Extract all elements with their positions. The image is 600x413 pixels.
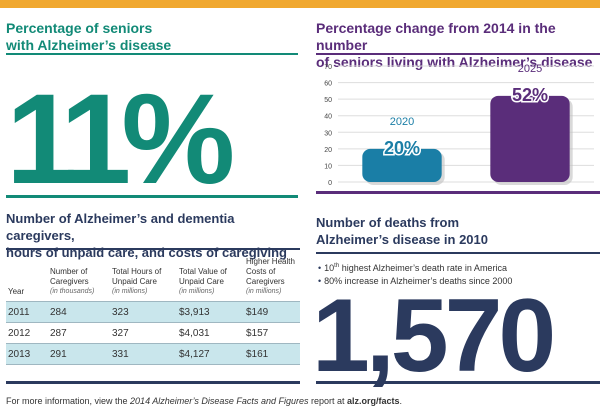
table-cell: $4,127 xyxy=(177,343,244,365)
table-cell: 2013 xyxy=(6,343,48,365)
deaths-count-value: 1,570 xyxy=(312,278,556,394)
table-cell: $157 xyxy=(244,322,300,344)
bar-chart: 0 10 20 30 40 50 60 70 2020 20% 2025 52% xyxy=(324,63,594,187)
seniors-title-line2: with Alzheimer’s disease xyxy=(6,37,172,53)
table-cell: 327 xyxy=(110,322,177,344)
table-cell: $4,031 xyxy=(177,322,244,344)
column-header: Total Value of Unpaid Care (in millions) xyxy=(179,267,227,295)
data-label: 20% xyxy=(384,138,420,158)
table-cell: 331 xyxy=(110,343,177,365)
top-accent-bar xyxy=(0,0,600,8)
table-cell: 287 xyxy=(48,322,110,344)
table-cell: $161 xyxy=(244,343,300,365)
list-item: • 80% increase in Alzheimer’s deaths sinc… xyxy=(318,276,513,286)
column-header: Total Hours of Unpaid Care (in millions) xyxy=(112,267,162,295)
divider xyxy=(6,195,298,198)
facts-link[interactable]: alz.org/facts xyxy=(347,396,400,406)
table-cell: $3,913 xyxy=(177,301,244,323)
y-tick-label: 20 xyxy=(324,147,332,154)
category-label: 2020 xyxy=(390,116,414,128)
seniors-percentage-value: 11% xyxy=(6,68,235,211)
divider xyxy=(316,191,600,194)
y-tick-label: 50 xyxy=(324,97,332,104)
divider xyxy=(6,381,300,384)
table-cell: 2012 xyxy=(6,322,48,344)
divider xyxy=(6,53,298,55)
table-row: 2011 284 323 $3,913 $149 xyxy=(6,301,300,323)
y-tick-label: 70 xyxy=(324,64,332,71)
deaths-panel: Number of deaths from Alzheimer’s diseas… xyxy=(312,210,600,388)
deaths-title-line2: Alzheimer’s disease in 2010 xyxy=(316,232,488,247)
deaths-facts-list: • 10th highest Alzheimer’s death rate in … xyxy=(318,260,512,288)
y-tick-label: 40 xyxy=(324,114,332,121)
seniors-title: Percentage of seniors with Alzheimer’s d… xyxy=(6,8,298,54)
caregivers-table: Year Number of Caregivers (in thousands) … xyxy=(6,257,300,365)
bullet-icon: • xyxy=(318,263,322,273)
table-row: 2013 291 331 $4,127 $161 xyxy=(6,343,300,365)
seniors-title-line1: Percentage of seniors xyxy=(6,20,153,36)
deaths-title: Number of deaths from Alzheimer’s diseas… xyxy=(316,210,600,248)
caregivers-panel: Number of Alzheimer’s and dementia careg… xyxy=(6,210,300,388)
table-cell: 323 xyxy=(110,301,177,323)
bar xyxy=(362,148,442,182)
footer-note: For more information, view the 2014 Alzh… xyxy=(6,396,403,406)
chart-title-line1: Percentage change from 2014 in the numbe… xyxy=(316,20,556,53)
y-tick-label: 30 xyxy=(324,130,332,137)
column-header: Higher Health Costs of Caregivers (in mil… xyxy=(246,257,295,295)
deaths-title-line1: Number of deaths from xyxy=(316,215,460,230)
table-row: 2012 287 327 $4,031 $157 xyxy=(6,322,300,344)
divider xyxy=(316,252,600,254)
bullet-icon: • xyxy=(318,276,322,286)
category-label: 2025 xyxy=(518,63,542,75)
caregivers-title-line1: Number of Alzheimer’s and dementia careg… xyxy=(6,211,235,243)
y-tick-label: 60 xyxy=(324,81,332,88)
seniors-percentage-panel: Percentage of seniors with Alzheimer’s d… xyxy=(6,8,298,204)
report-title: 2014 Alzheimer’s Disease Facts and Figur… xyxy=(130,396,309,406)
table-cell: 291 xyxy=(48,343,110,365)
column-header: Number of Caregivers (in thousands) xyxy=(50,267,95,295)
percentage-change-chart-panel: Percentage change from 2014 in the numbe… xyxy=(316,8,600,198)
table-cell: 284 xyxy=(48,301,110,323)
data-label: 52% xyxy=(512,85,548,105)
list-item: • 10th highest Alzheimer’s death rate in … xyxy=(318,263,507,273)
divider xyxy=(316,381,600,384)
table-cell: $149 xyxy=(244,301,300,323)
divider xyxy=(316,53,600,55)
table-cell: 2011 xyxy=(6,301,48,323)
table-header-row: Year Number of Caregivers (in thousands) … xyxy=(6,257,300,302)
divider xyxy=(6,248,300,250)
caregivers-title: Number of Alzheimer’s and dementia careg… xyxy=(6,210,300,261)
column-header: Year xyxy=(8,287,25,296)
bar xyxy=(490,95,570,182)
y-tick-label: 0 xyxy=(328,180,332,187)
y-tick-label: 10 xyxy=(324,163,332,170)
